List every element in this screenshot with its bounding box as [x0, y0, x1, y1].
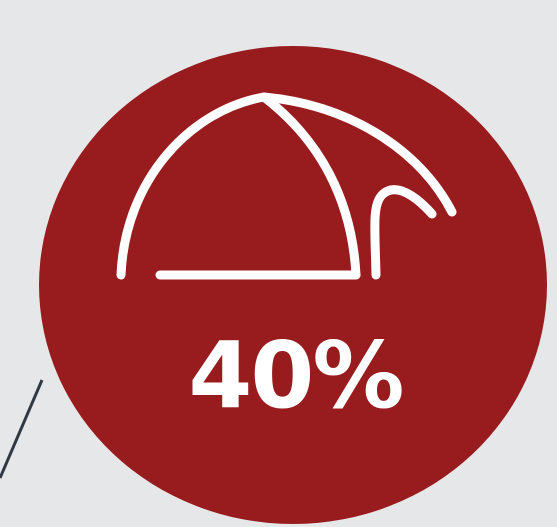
stat-value: 40%	[188, 322, 404, 429]
